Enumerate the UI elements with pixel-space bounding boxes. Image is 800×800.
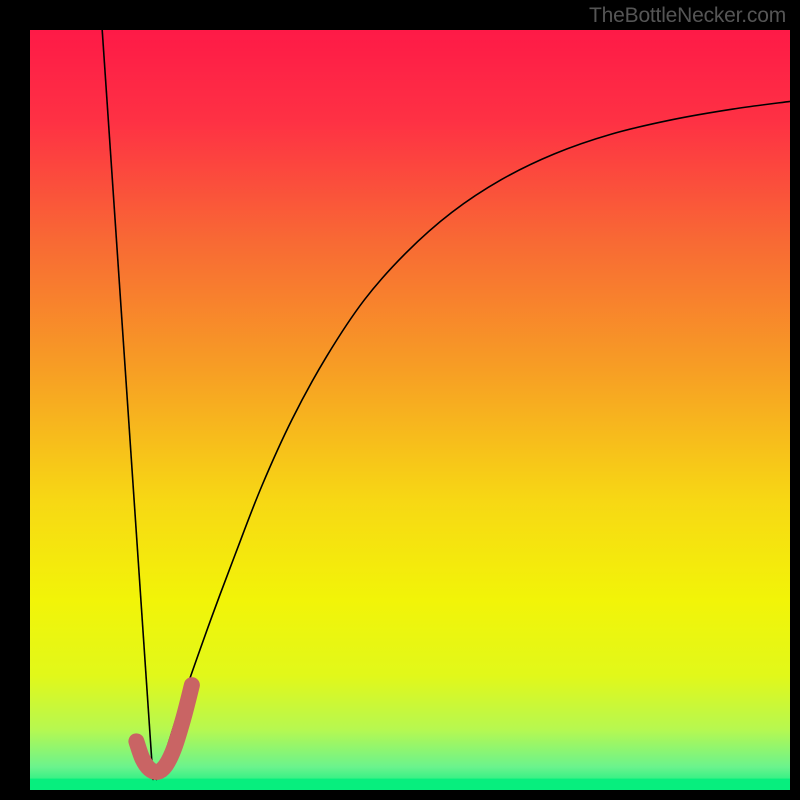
border-right (790, 0, 800, 800)
watermark-text: TheBottleNecker.com (589, 4, 786, 28)
gradient-background (30, 30, 790, 790)
border-bottom (0, 790, 800, 800)
chart-canvas: TheBottleNecker.com (0, 0, 800, 800)
chart-svg (0, 0, 800, 800)
border-left (0, 0, 30, 800)
bottom-green-band (30, 779, 790, 790)
